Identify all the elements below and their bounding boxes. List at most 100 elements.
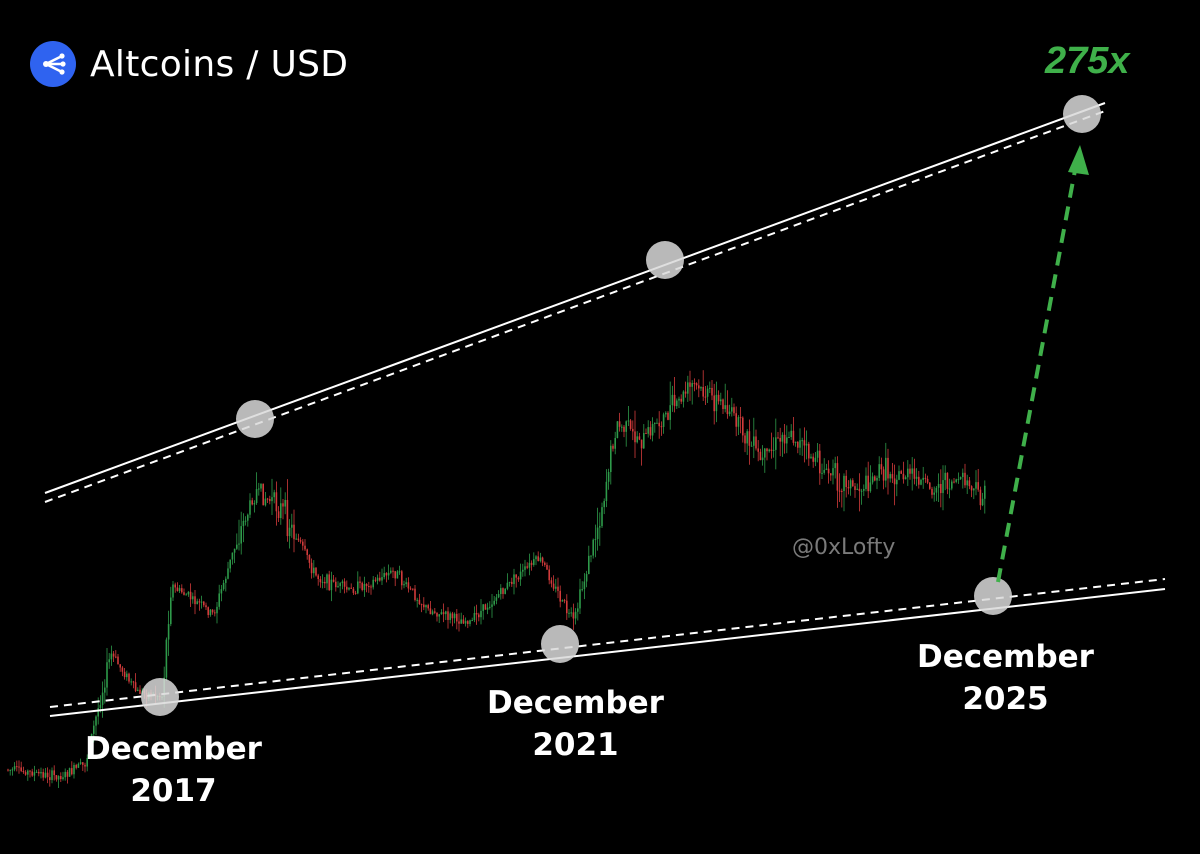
candle [469,619,471,627]
candle [566,594,568,620]
candle [381,568,383,585]
candle [170,586,172,627]
label-december-2017: December 2017 [85,728,262,812]
candle [207,606,209,618]
candle [29,770,31,778]
candle [944,465,946,491]
candle [552,575,555,591]
candle [539,552,542,563]
candle [638,432,641,441]
candle [810,453,812,459]
candle [805,430,808,460]
candle [878,456,880,482]
label-month: December [85,731,262,767]
candle [968,476,971,490]
candle [759,448,762,461]
candle [73,762,75,779]
candle [315,567,317,577]
candle [790,424,792,440]
candle [526,562,528,570]
candle [495,593,498,605]
candle [491,593,493,618]
candle [581,581,583,592]
candle [368,581,370,593]
candle [244,516,247,526]
candle [139,685,141,695]
candle [695,382,698,390]
candle [794,441,797,447]
candle [181,584,183,594]
candle [689,370,691,401]
candle [640,439,643,466]
candle [713,383,715,425]
candle [339,581,341,593]
candle [605,469,608,508]
candle [753,417,755,459]
candle [577,602,579,621]
candle [392,567,394,578]
candle [119,663,121,672]
candle [561,599,564,602]
candle [192,592,194,604]
candle [216,601,218,624]
candle [431,609,434,616]
touch-point-2023-02 [646,241,684,279]
candle [304,539,306,552]
candle [497,590,500,599]
candle [264,491,267,507]
candle [401,569,403,590]
candle [711,380,713,401]
candle [253,500,256,513]
candle [871,472,874,485]
candle [772,437,775,458]
candle [621,424,623,432]
candle [643,424,645,450]
label-december-2021: December 2021 [487,682,664,766]
candle [693,378,696,392]
candle [484,603,487,610]
candle [555,578,557,593]
candle [405,577,407,587]
candle [513,568,515,595]
candle [733,403,735,416]
candle [317,573,319,586]
candle [449,611,451,624]
candle [187,591,190,597]
candle [682,390,685,408]
candle [720,392,722,406]
candle [700,386,702,392]
candle [95,715,97,736]
candlestick-series [7,370,986,788]
candle [913,458,916,485]
candle [882,466,885,490]
projection-dashed-line [996,164,1078,583]
candle [420,603,423,613]
projection-arrowhead [1068,145,1089,175]
candle [11,767,14,776]
candle [295,533,297,540]
candle [172,581,174,601]
label-month: December [917,639,1094,675]
candle [352,586,355,596]
candle [38,768,40,777]
touch-point-2025-12 [974,577,1012,615]
candle [416,597,418,608]
label-month: December [487,685,664,721]
label-december-2025: December 2025 [917,636,1094,720]
candle [280,487,282,525]
candle [313,560,315,578]
candle [51,767,53,784]
candle [746,429,748,455]
candle [841,488,843,508]
candle [533,552,535,567]
candle [585,570,588,588]
candle [981,492,984,507]
candle [486,602,489,615]
candle [379,571,381,582]
candle [346,580,348,593]
candle [880,457,883,475]
candle [687,375,689,402]
candle [669,381,671,430]
candle [66,770,69,784]
candle [559,585,561,608]
